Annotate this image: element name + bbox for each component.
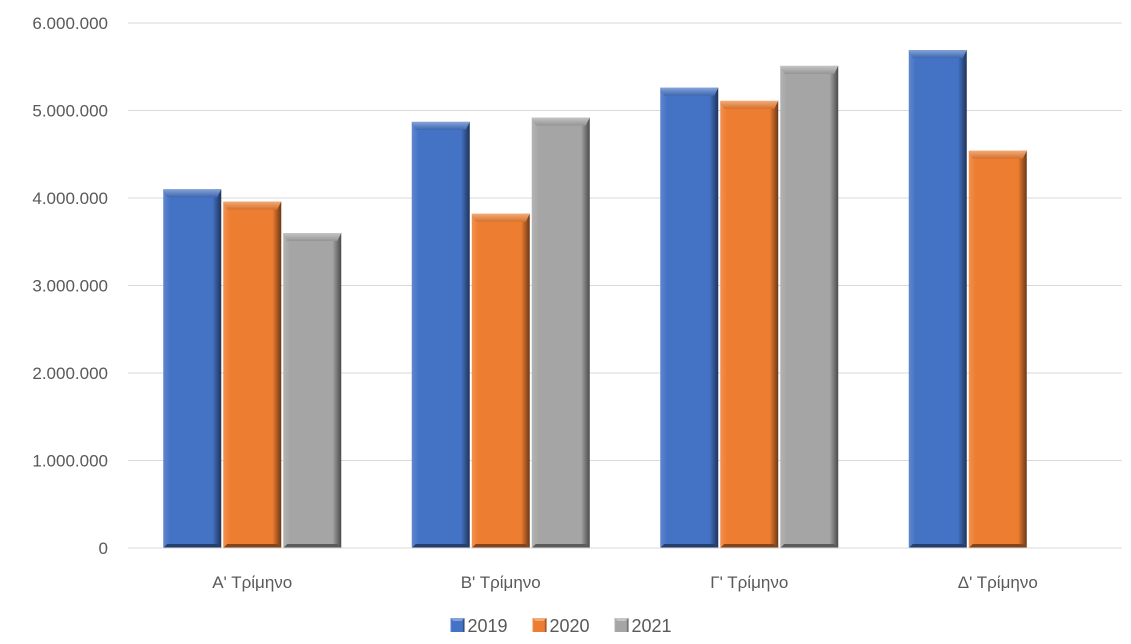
bar-bottom-bevel [163, 544, 222, 548]
bar-bottom-bevel [411, 544, 470, 548]
bar-body [163, 189, 222, 548]
y-axis: 0 1.000.000 2.000.000 3.000.000 4.000.000 5.0… [32, 14, 108, 558]
bar-top-bevel [471, 213, 530, 222]
bar-top-bevel [283, 233, 342, 241]
bar-top-bevel [660, 87, 719, 96]
bar-body [780, 65, 839, 548]
bar-bottom-bevel [531, 544, 590, 548]
bar [411, 121, 470, 548]
legend-label: 2019 [468, 616, 508, 636]
legend-label: 2020 [550, 616, 590, 636]
y-tick-label: 5.000.000 [32, 102, 108, 121]
bar [283, 233, 342, 548]
bar-top-bevel [968, 150, 1027, 159]
y-tick-label: 3.000.000 [32, 277, 108, 296]
legend-label: 2021 [632, 616, 672, 636]
bar-body [471, 213, 530, 548]
x-tick-label: Β' Τρίμηνο [461, 573, 541, 592]
y-tick-label: 1.000.000 [32, 452, 108, 471]
legend-swatch [532, 618, 547, 632]
bar-bottom-bevel [471, 544, 530, 548]
bar [471, 213, 530, 548]
legend-item: 2019 [450, 616, 508, 636]
bars [163, 50, 1027, 548]
legend-swatch-bevel [614, 618, 629, 621]
bar-top-bevel [163, 189, 222, 198]
bar [223, 201, 282, 548]
bar-body [968, 150, 1027, 548]
legend-swatch [614, 618, 629, 632]
bar [660, 87, 719, 548]
bar-body [531, 117, 590, 548]
bar-body [660, 87, 719, 548]
bar-bottom-bevel [720, 544, 779, 548]
legend-swatch-bevel [532, 618, 547, 621]
bar-top-bevel [780, 65, 839, 74]
bar-top-bevel [223, 201, 282, 210]
bar-top-bevel [411, 121, 470, 130]
bar-body [720, 100, 779, 548]
y-tick-label: 6.000.000 [32, 14, 108, 33]
bar-body [223, 201, 282, 548]
legend-swatch-bevel [450, 618, 465, 621]
bar-bottom-bevel [223, 544, 282, 548]
bar-bottom-bevel [660, 544, 719, 548]
bar-bottom-bevel [908, 544, 967, 548]
y-tick-label: 0 [99, 539, 108, 558]
bar-top-bevel [908, 50, 967, 59]
bar-body [908, 50, 967, 548]
y-tick-label: 2.000.000 [32, 364, 108, 383]
bar-bottom-bevel [968, 544, 1027, 548]
bar [163, 189, 222, 548]
legend: 2019 2020 2021 [450, 616, 672, 636]
legend-item: 2020 [532, 616, 590, 636]
bar-top-bevel [720, 100, 779, 109]
legend-item: 2021 [614, 616, 672, 636]
bar [531, 117, 590, 548]
x-tick-label: Α' Τρίμηνο [212, 573, 292, 592]
bar-bottom-bevel [780, 544, 839, 548]
bar [908, 50, 967, 548]
bar-body [411, 121, 470, 548]
x-axis: Α' Τρίμηνο Β' Τρίμηνο Γ' Τρίμηνο Δ' Τρίμηνο [128, 547, 1122, 592]
bar-top-bevel [531, 117, 590, 126]
legend-swatch [450, 618, 465, 632]
bar [720, 100, 779, 548]
bar-bottom-bevel [283, 544, 342, 548]
x-tick-label: Δ' Τρίμηνο [958, 573, 1038, 592]
bar [968, 150, 1027, 548]
bar-body [283, 233, 342, 548]
bar [780, 65, 839, 548]
y-tick-label: 4.000.000 [32, 189, 108, 208]
x-tick-label: Γ' Τρίμηνο [710, 573, 788, 592]
